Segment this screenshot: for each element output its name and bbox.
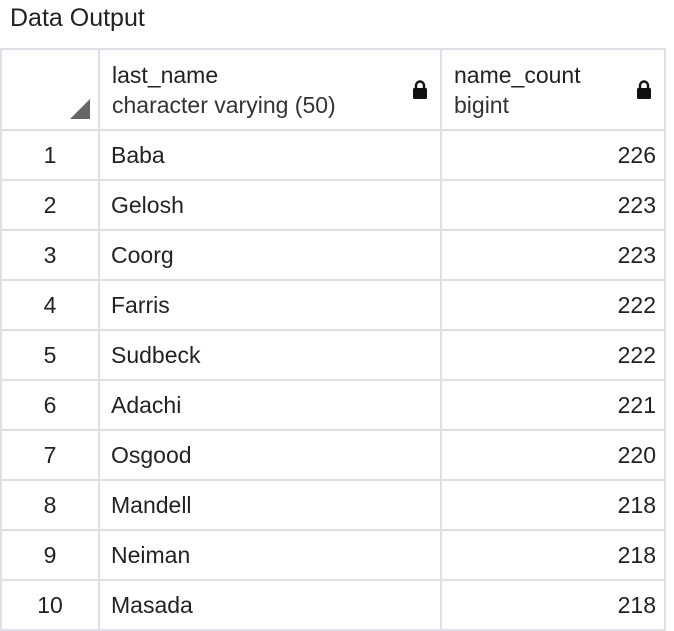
select-all-triangle-icon — [70, 99, 90, 119]
column-name: name_count — [454, 61, 581, 88]
cell-last-name[interactable]: Osgood — [98, 429, 442, 481]
lock-icon — [637, 80, 651, 99]
grid-edge — [664, 230, 674, 280]
row-number[interactable]: 3 — [0, 229, 100, 281]
table-row[interactable]: 4 Farris 222 — [0, 279, 674, 331]
cell-last-name[interactable]: Masada — [98, 579, 442, 631]
cell-last-name[interactable]: Neiman — [98, 529, 442, 581]
cell-name-count[interactable]: 222 — [440, 329, 666, 381]
cell-last-name[interactable]: Farris — [98, 279, 442, 331]
cell-last-name[interactable]: Baba — [98, 129, 442, 181]
grid-edge — [664, 580, 674, 630]
table-row[interactable]: 1 Baba 226 — [0, 129, 674, 181]
row-number[interactable]: 4 — [0, 279, 100, 331]
cell-name-count[interactable]: 221 — [440, 379, 666, 431]
row-number[interactable]: 5 — [0, 329, 100, 381]
grid-edge — [664, 380, 674, 430]
row-number[interactable]: 2 — [0, 179, 100, 231]
grid-edge — [664, 130, 674, 180]
lock-icon — [413, 80, 427, 99]
grid-edge — [664, 430, 674, 480]
row-number[interactable]: 8 — [0, 479, 100, 531]
cell-name-count[interactable]: 226 — [440, 129, 666, 181]
data-output-grid: last_name character varying (50) name_co… — [0, 48, 674, 631]
cell-name-count[interactable]: 223 — [440, 229, 666, 281]
header-row: last_name character varying (50) name_co… — [0, 48, 674, 131]
grid-edge — [664, 530, 674, 580]
cell-name-count[interactable]: 218 — [440, 529, 666, 581]
table-row[interactable]: 3 Coorg 223 — [0, 229, 674, 281]
cell-name-count[interactable]: 223 — [440, 179, 666, 231]
panel-title: Data Output — [10, 4, 145, 32]
column-type: character varying (50) — [112, 91, 336, 118]
cell-name-count[interactable]: 222 — [440, 279, 666, 331]
table-row[interactable]: 6 Adachi 221 — [0, 379, 674, 431]
row-number[interactable]: 10 — [0, 579, 100, 631]
grid-edge — [664, 280, 674, 330]
grid-edge — [664, 180, 674, 230]
row-number[interactable]: 9 — [0, 529, 100, 581]
cell-name-count[interactable]: 218 — [440, 479, 666, 531]
column-type: bigint — [454, 91, 509, 118]
cell-last-name[interactable]: Coorg — [98, 229, 442, 281]
table-row[interactable]: 9 Neiman 218 — [0, 529, 674, 581]
table-row[interactable]: 7 Osgood 220 — [0, 429, 674, 481]
select-all-corner[interactable] — [0, 48, 100, 131]
table-row[interactable]: 2 Gelosh 223 — [0, 179, 674, 231]
column-header-last-name[interactable]: last_name character varying (50) — [98, 48, 442, 131]
column-header-name-count[interactable]: name_count bigint — [440, 48, 666, 131]
row-number[interactable]: 1 — [0, 129, 100, 181]
grid-edge — [664, 49, 674, 130]
table-row[interactable]: 10 Masada 218 — [0, 579, 674, 631]
table-row[interactable]: 5 Sudbeck 222 — [0, 329, 674, 381]
cell-name-count[interactable]: 218 — [440, 579, 666, 631]
cell-last-name[interactable]: Mandell — [98, 479, 442, 531]
cell-last-name[interactable]: Gelosh — [98, 179, 442, 231]
grid-edge — [664, 330, 674, 380]
table-row[interactable]: 8 Mandell 218 — [0, 479, 674, 531]
column-name: last_name — [112, 61, 219, 88]
row-number[interactable]: 6 — [0, 379, 100, 431]
grid-edge — [664, 480, 674, 530]
cell-last-name[interactable]: Adachi — [98, 379, 442, 431]
row-number[interactable]: 7 — [0, 429, 100, 481]
cell-last-name[interactable]: Sudbeck — [98, 329, 442, 381]
cell-name-count[interactable]: 220 — [440, 429, 666, 481]
